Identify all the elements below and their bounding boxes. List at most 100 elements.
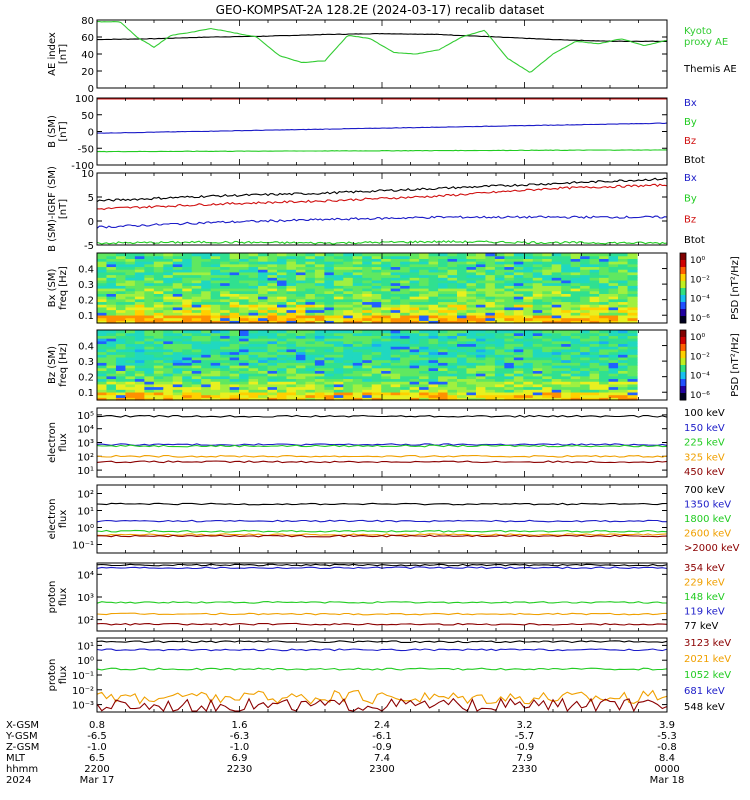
- heatmap-cell: [428, 293, 439, 297]
- heatmap-cell: [277, 397, 288, 401]
- heatmap-cell: [352, 370, 363, 374]
- heatmap-cell: [229, 282, 240, 286]
- heatmap-cell: [513, 255, 524, 259]
- heatmap-cell: [134, 285, 145, 289]
- heatmap-cell: [295, 351, 307, 355]
- heatmap-cell: [163, 298, 174, 303]
- heatmap-cell: [286, 335, 297, 339]
- heatmap-cell: [295, 365, 307, 369]
- colorbar-tick-label: 10⁻²: [690, 275, 710, 285]
- heatmap-cell: [210, 359, 221, 363]
- heatmap-cell: [542, 389, 553, 393]
- heatmap-cell: [580, 298, 591, 303]
- heatmap-cell: [314, 293, 325, 297]
- y-axis-label: protonflux: [47, 581, 69, 614]
- heatmap-cell: [475, 277, 487, 281]
- heatmap-cell: [381, 381, 392, 385]
- heatmap-cell: [134, 330, 145, 334]
- heatmap-cell: [542, 332, 553, 336]
- heatmap-cell: [618, 346, 629, 350]
- heatmap-cell: [134, 312, 145, 316]
- heatmap-cell: [428, 383, 439, 388]
- heatmap-cell: [551, 293, 562, 297]
- heatmap-cell: [523, 296, 534, 300]
- heatmap-cell: [172, 298, 183, 303]
- heatmap-cell: [580, 391, 591, 396]
- heatmap-cell: [172, 375, 183, 380]
- heatmap-cell: [115, 298, 127, 303]
- heatmap-cell: [371, 271, 382, 276]
- heatmap-cell: [627, 383, 638, 388]
- heatmap-cell: [115, 277, 127, 281]
- heatmap-cell: [381, 389, 392, 393]
- heatmap-cell: [362, 340, 373, 345]
- heatmap-cell: [428, 258, 439, 262]
- heatmap-cell: [277, 266, 288, 270]
- heatmap-cell: [277, 304, 288, 308]
- heatmap-cell: [580, 312, 591, 316]
- heatmap-cell: [191, 263, 202, 268]
- heatmap-cell: [570, 378, 581, 382]
- heatmap-cell: [551, 317, 562, 321]
- heatmap-cell: [362, 288, 373, 292]
- heatmap-cell: [267, 261, 278, 265]
- heatmap-cell: [258, 391, 269, 396]
- heatmap-cell: [295, 375, 307, 380]
- heatmap-cell: [286, 338, 297, 342]
- heatmap-cell: [371, 394, 382, 398]
- heatmap-cell: [627, 314, 638, 319]
- heatmap-cell: [106, 290, 117, 294]
- x-row-label: X-GSM: [6, 720, 39, 731]
- heatmap-cell: [523, 383, 534, 388]
- heatmap-cell: [220, 271, 231, 276]
- heatmap-cell: [618, 293, 629, 297]
- heatmap-cell: [258, 277, 269, 281]
- heatmap-cell: [400, 370, 411, 374]
- heatmap-cell: [106, 375, 117, 380]
- heatmap-cell: [220, 381, 231, 385]
- heatmap-cell: [305, 288, 316, 292]
- heatmap-cell: [258, 285, 269, 289]
- heatmap-cell: [229, 317, 240, 321]
- heatmap-cell: [352, 343, 363, 347]
- heatmap-cell: [172, 373, 183, 377]
- heatmap-cell: [532, 301, 543, 305]
- heatmap-cell: [485, 351, 496, 355]
- y-tick-label: 10⁻¹: [72, 541, 94, 552]
- heatmap-cell: [239, 394, 250, 398]
- heatmap-cell: [125, 304, 136, 308]
- heatmap-cell: [362, 354, 373, 358]
- heatmap-cell: [570, 274, 581, 278]
- heatmap-cell: [106, 277, 117, 281]
- heatmap-cell: [352, 309, 363, 313]
- heatmap-cell: [125, 312, 136, 316]
- heatmap-cell: [561, 386, 572, 390]
- heatmap-cell: [305, 338, 316, 342]
- heatmap-cell: [618, 343, 629, 347]
- heatmap-cell: [286, 258, 297, 262]
- heatmap-cell: [428, 373, 439, 377]
- heatmap-cell: [115, 271, 127, 276]
- heatmap-cell: [295, 391, 307, 396]
- heatmap-cell: [438, 317, 449, 321]
- legend-item: 325 keV: [684, 452, 725, 463]
- heatmap-cell: [324, 296, 335, 300]
- heatmap-cell: [457, 298, 468, 303]
- heatmap-cell: [627, 335, 638, 339]
- heatmap-cell: [371, 296, 382, 300]
- heatmap-cell: [305, 290, 316, 294]
- heatmap-cell: [172, 397, 183, 401]
- heatmap-cell: [627, 343, 638, 347]
- heatmap-cell: [153, 263, 164, 268]
- heatmap-cell: [599, 296, 610, 300]
- heatmap-cell: [485, 258, 496, 262]
- heatmap-cell: [362, 312, 373, 316]
- heatmap-cell: [551, 346, 562, 350]
- heatmap-cell: [551, 271, 562, 276]
- heatmap-cell: [324, 391, 335, 396]
- y-tick-label: 10⁵: [77, 411, 94, 422]
- heatmap-cell: [390, 309, 401, 313]
- heatmap-cell: [97, 343, 108, 347]
- heatmap-cell: [485, 359, 496, 363]
- heatmap-cell: [457, 266, 468, 270]
